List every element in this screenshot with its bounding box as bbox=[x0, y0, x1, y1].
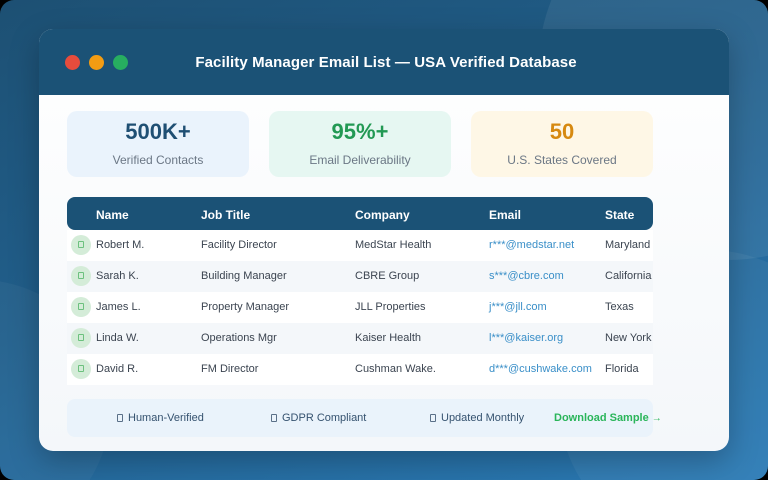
user-icon bbox=[78, 303, 84, 310]
column-header-email: Email bbox=[489, 208, 522, 222]
table-header: Name Job Title Company Email State bbox=[67, 197, 653, 230]
cell-name: Sarah K. bbox=[96, 270, 139, 282]
cell-job-title: Building Manager bbox=[201, 270, 287, 282]
table-row: James L. Property Manager JLL Properties… bbox=[67, 292, 653, 323]
feature-human-verified: Human-Verified bbox=[117, 412, 204, 424]
table-row: Sarah K. Building Manager CBRE Group s**… bbox=[67, 261, 653, 292]
cell-name: David R. bbox=[96, 363, 139, 375]
user-icon bbox=[78, 334, 84, 341]
stat-value: 500K+ bbox=[125, 119, 191, 144]
cell-company: CBRE Group bbox=[355, 270, 420, 282]
cell-email-link[interactable]: d***@cushwake.com bbox=[489, 363, 592, 375]
feature-label: Updated Monthly bbox=[441, 412, 525, 424]
cell-email-link[interactable]: j***@jll.com bbox=[489, 301, 547, 313]
cell-job-title: Operations Mgr bbox=[201, 332, 277, 344]
cell-name: Robert M. bbox=[96, 239, 145, 251]
feature-gdpr-compliant: GDPR Compliant bbox=[271, 412, 366, 424]
features-bar: Human-Verified GDPR Compliant Updated Mo… bbox=[67, 399, 662, 437]
table-row: Linda W. Operations Mgr Kaiser Health l*… bbox=[67, 323, 653, 354]
column-header-name: Name bbox=[96, 208, 129, 222]
check-box-icon bbox=[271, 414, 277, 422]
user-icon bbox=[78, 241, 84, 248]
maximize-window-button[interactable] bbox=[113, 55, 128, 70]
cell-email-link[interactable]: s***@cbre.com bbox=[489, 270, 564, 282]
cell-company: Kaiser Health bbox=[355, 332, 422, 344]
cell-name: James L. bbox=[96, 301, 141, 313]
cell-company: Cushman Wake. bbox=[355, 363, 436, 375]
feature-label: GDPR Compliant bbox=[282, 412, 367, 424]
window-title: Facility Manager Email List — USA Verifi… bbox=[195, 54, 577, 71]
cell-state: Texas bbox=[605, 301, 634, 313]
avatar bbox=[71, 328, 91, 348]
check-box-icon bbox=[117, 414, 123, 422]
feature-updated-monthly: Updated Monthly bbox=[430, 412, 524, 424]
stat-label: Verified Contacts bbox=[112, 153, 204, 167]
close-window-button[interactable] bbox=[65, 55, 80, 70]
stat-card-verified-contacts: 500K+ Verified Contacts bbox=[67, 111, 249, 177]
stat-label: Email Deliverability bbox=[309, 153, 411, 167]
cell-state: Florida bbox=[605, 363, 639, 375]
stat-value: 95%+ bbox=[331, 119, 389, 144]
cell-email-link[interactable]: r***@medstar.net bbox=[489, 239, 575, 251]
stat-label: U.S. States Covered bbox=[507, 153, 617, 167]
stat-card-email-deliverability: 95%+ Email Deliverability bbox=[269, 111, 451, 177]
table-row: David R. FM Director Cushman Wake. d***@… bbox=[67, 354, 653, 385]
avatar bbox=[71, 359, 91, 379]
contacts-table: Name Job Title Company Email State Rober… bbox=[67, 197, 653, 385]
stat-value: 50 bbox=[549, 119, 575, 144]
cell-job-title: Facility Director bbox=[201, 239, 277, 251]
cell-state: California bbox=[605, 270, 652, 282]
minimize-window-button[interactable] bbox=[89, 55, 104, 70]
user-icon bbox=[78, 272, 84, 279]
user-icon bbox=[78, 365, 84, 372]
feature-label: Human-Verified bbox=[128, 412, 204, 424]
cell-name: Linda W. bbox=[96, 332, 139, 344]
table-row: Robert M. Facility Director MedStar Heal… bbox=[67, 230, 653, 261]
column-header-company: Company bbox=[355, 208, 410, 222]
avatar bbox=[71, 235, 91, 255]
arrow-right-icon: → bbox=[651, 413, 662, 424]
cell-state: New York bbox=[605, 332, 652, 344]
app-window: Facility Manager Email List — USA Verifi… bbox=[39, 29, 729, 451]
column-header-state: State bbox=[605, 208, 635, 222]
cell-job-title: Property Manager bbox=[201, 301, 290, 313]
avatar bbox=[71, 266, 91, 286]
title-bar: Facility Manager Email List — USA Verifi… bbox=[39, 29, 729, 95]
check-box-icon bbox=[430, 414, 436, 422]
download-sample-label: Download Sample bbox=[554, 412, 649, 424]
cell-job-title: FM Director bbox=[201, 363, 259, 375]
avatar bbox=[71, 297, 91, 317]
cell-email-link[interactable]: l***@kaiser.org bbox=[489, 332, 564, 344]
download-sample-link[interactable]: Download Sample → bbox=[554, 412, 662, 424]
stat-card-states-covered: 50 U.S. States Covered bbox=[471, 111, 653, 177]
cell-company: JLL Properties bbox=[355, 301, 426, 313]
column-header-job-title: Job Title bbox=[201, 208, 251, 222]
cell-company: MedStar Health bbox=[355, 239, 432, 251]
cell-state: Maryland bbox=[605, 239, 651, 251]
